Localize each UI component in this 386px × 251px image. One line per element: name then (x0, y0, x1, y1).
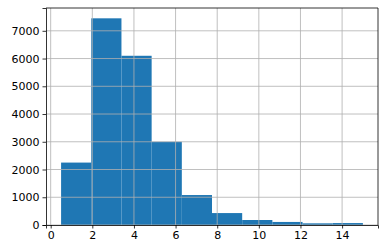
tick-mark (43, 59, 47, 60)
x-axis: 0 2 4 6 8 10 12 14 (47, 225, 379, 242)
grid-line (92, 8, 93, 225)
bar (242, 220, 272, 225)
grid (46, 8, 378, 225)
tick: 7000 (12, 25, 47, 38)
tick-label: 14 (336, 229, 350, 242)
grid-line (46, 114, 378, 115)
bar (121, 56, 151, 225)
tick-mark (134, 225, 135, 229)
tick-label: 2000 (12, 164, 40, 177)
tick: 2 (89, 225, 96, 242)
tick: 12 (294, 225, 308, 242)
tick: 0 (48, 225, 55, 242)
tick-label: 5000 (12, 80, 40, 93)
axis-line (43, 9, 47, 226)
tick: 1000 (12, 191, 47, 204)
tick-label: 6 (173, 229, 180, 242)
grid-line (50, 8, 51, 225)
tick-mark (300, 225, 301, 229)
tick-mark (43, 86, 47, 87)
grid-line (46, 197, 378, 198)
tick-label: 0 (48, 229, 55, 242)
bars (61, 18, 363, 225)
grid-line (258, 8, 259, 225)
tick: 4000 (12, 108, 47, 121)
tick-mark (259, 225, 260, 229)
chart: 0 2 4 6 8 10 12 14 0 1000 2000 3000 4000 5000 6000 7000 (0, 0, 386, 251)
tick-label: 1000 (12, 191, 40, 204)
y-axis: 0 1000 2000 3000 4000 5000 6000 7000 (12, 9, 47, 233)
tick-mark (217, 225, 218, 229)
tick-mark (43, 31, 47, 32)
tick-label: 12 (294, 229, 308, 242)
bar (272, 222, 302, 225)
tick-label: 6000 (12, 53, 40, 66)
bar (91, 18, 121, 225)
tick: 2000 (12, 164, 47, 177)
grid-line (46, 141, 378, 142)
tick: 3000 (12, 136, 47, 149)
tick-label: 10 (252, 229, 266, 242)
bar (182, 195, 212, 225)
grid-line (300, 8, 301, 225)
bar (212, 213, 242, 225)
grid-line (46, 58, 378, 59)
axis-line (47, 226, 379, 229)
tick-label: 4 (131, 229, 138, 242)
tick: 8 (214, 225, 221, 242)
spine (46, 8, 378, 9)
grid-line (133, 8, 134, 225)
tick-mark (43, 225, 47, 226)
grid-line (217, 8, 218, 225)
tick-label: 2 (89, 229, 96, 242)
tick-mark (342, 225, 343, 229)
tick-label: 3000 (12, 136, 40, 149)
tick-label: 8 (214, 229, 221, 242)
tick-mark (43, 197, 47, 198)
grid-line (342, 8, 343, 225)
tick-mark (43, 142, 47, 143)
tick: 14 (336, 225, 350, 242)
bar (61, 163, 91, 225)
tick-mark (43, 114, 47, 115)
tick: 6000 (12, 53, 47, 66)
bar (152, 142, 182, 225)
tick: 4 (131, 225, 138, 242)
grid-line (46, 86, 378, 87)
tick: 6 (173, 225, 180, 242)
spine (378, 8, 379, 225)
grid-line (175, 8, 176, 225)
tick-label: 7000 (12, 25, 40, 38)
tick-label: 4000 (12, 108, 40, 121)
frame (46, 8, 378, 225)
tick-label: 0 (33, 219, 40, 232)
grid-line (46, 30, 378, 31)
tick: 5000 (12, 80, 47, 93)
tick-mark (43, 170, 47, 171)
tick-mark (92, 225, 93, 229)
tick: 0 (33, 219, 47, 232)
grid-line (46, 169, 378, 170)
tick-mark (51, 225, 52, 229)
tick-mark (176, 225, 177, 229)
tick: 10 (252, 225, 266, 242)
plot-area: 0 2 4 6 8 10 12 14 0 1000 2000 3000 4000 5000 6000 7000 (12, 8, 379, 242)
